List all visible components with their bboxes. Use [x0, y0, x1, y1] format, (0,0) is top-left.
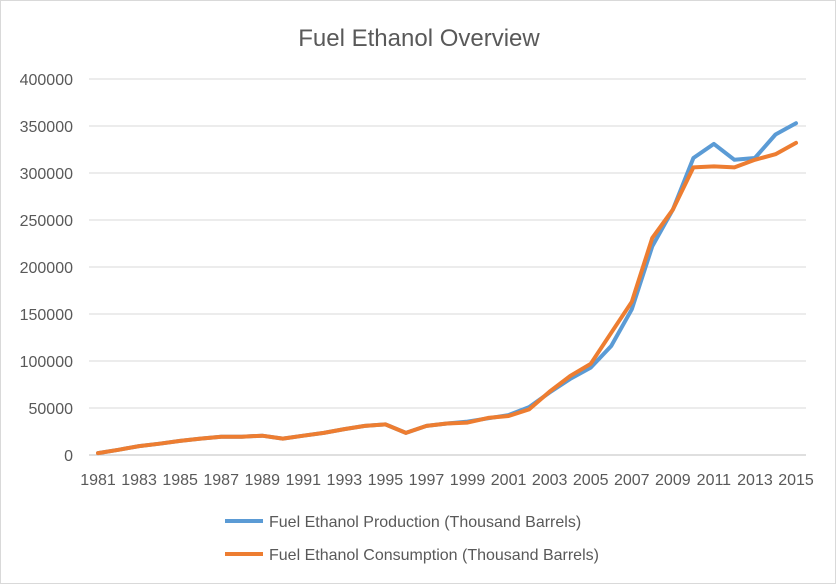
x-tick-label: 2003 — [532, 472, 568, 489]
y-tick-label: 100000 — [20, 354, 73, 371]
y-tick-label: 300000 — [20, 166, 73, 183]
x-tick-label: 1999 — [450, 472, 486, 489]
x-tick-label: 2013 — [737, 472, 773, 489]
y-axis-ticks: 0 50000 100000 150000 200000 250000 300000 3500… — [20, 72, 73, 465]
x-tick-label: 1995 — [368, 472, 404, 489]
y-tick-label: 350000 — [20, 119, 73, 136]
x-tick-label: 1993 — [327, 472, 363, 489]
series-line-consumption — [96, 140, 798, 456]
x-tick-label: 1983 — [121, 472, 157, 489]
legend-item-production: Fuel Ethanol Production (Thousand Barrel… — [225, 514, 581, 531]
legend-item-consumption: Fuel Ethanol Consumption (Thousand Barre… — [225, 547, 599, 564]
x-tick-label: 2009 — [655, 472, 691, 489]
gridlines — [89, 78, 806, 456]
y-tick-label: 0 — [64, 448, 73, 465]
x-tick-label: 1981 — [80, 472, 116, 489]
x-tick-label: 1985 — [162, 472, 198, 489]
x-tick-label: 2007 — [614, 472, 650, 489]
x-tick-label: 1987 — [203, 472, 239, 489]
y-tick-label: 250000 — [20, 213, 73, 230]
y-tick-label: 50000 — [29, 401, 74, 418]
x-tick-label: 2005 — [573, 472, 609, 489]
legend-label-consumption: Fuel Ethanol Consumption (Thousand Barre… — [269, 547, 599, 564]
x-axis-ticks: 1981 1983 1985 1987 1989 1991 1993 1995 1997 1999… — [80, 472, 814, 489]
legend: Fuel Ethanol Production (Thousand Barrel… — [225, 514, 599, 564]
series-lines — [96, 121, 798, 456]
x-tick-label: 1989 — [244, 472, 280, 489]
chart-title: Fuel Ethanol Overview — [298, 25, 540, 52]
y-tick-label: 150000 — [20, 307, 73, 324]
x-tick-label: 2011 — [697, 472, 732, 489]
y-tick-label: 200000 — [20, 260, 73, 277]
x-tick-label: 2001 — [491, 472, 527, 489]
y-tick-label: 400000 — [20, 72, 73, 89]
x-tick-label: 1997 — [409, 472, 445, 489]
x-tick-label: 1991 — [285, 472, 321, 489]
legend-label-production: Fuel Ethanol Production (Thousand Barrel… — [269, 514, 581, 531]
x-tick-label: 2015 — [778, 472, 814, 489]
